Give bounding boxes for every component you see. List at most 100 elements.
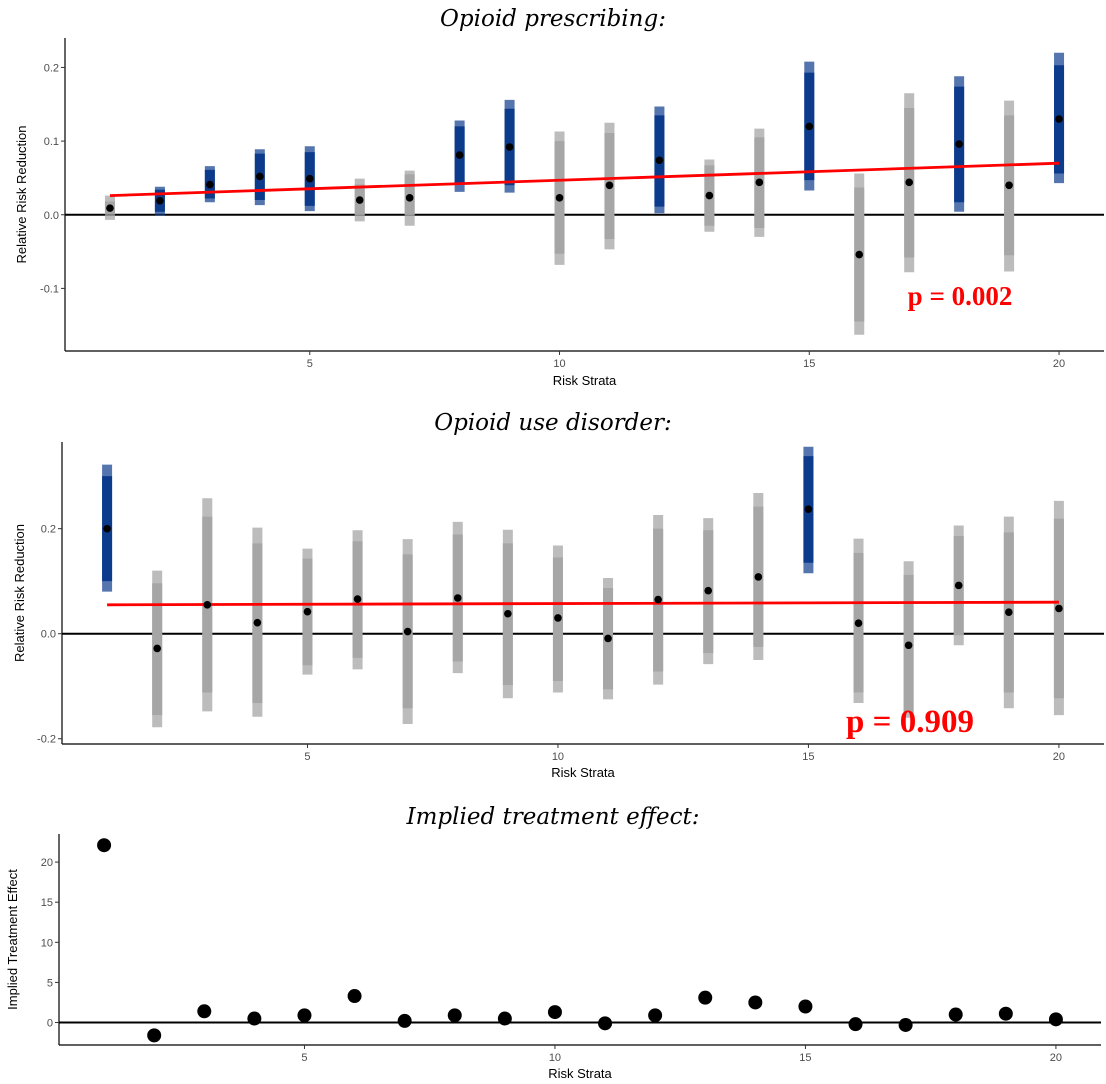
data-point	[804, 505, 813, 514]
x-axis-label: Risk Strata	[553, 373, 617, 388]
data-point	[1005, 181, 1013, 190]
data-point	[948, 1007, 963, 1022]
data-point	[954, 581, 963, 590]
data-point	[504, 609, 512, 618]
data-point	[898, 1017, 913, 1032]
data-point	[103, 524, 111, 533]
data-point	[605, 181, 614, 190]
x-tick-label: 15	[802, 751, 814, 763]
data-point	[648, 1008, 663, 1023]
data-point	[256, 172, 264, 181]
data-point	[397, 1013, 412, 1028]
panel-title-implied-treatment-effect: Implied treatment effect:	[406, 804, 700, 830]
y-tick-label: -0.2	[37, 734, 56, 746]
data-point	[704, 586, 713, 595]
data-point	[297, 1008, 312, 1023]
y-tick-label: 0.0	[41, 629, 56, 641]
y-tick-label: 0.2	[41, 524, 56, 536]
data-point	[754, 573, 763, 581]
data-point	[106, 204, 114, 212]
x-tick-label: 15	[799, 1052, 811, 1064]
data-point	[1048, 1012, 1063, 1027]
data-point	[305, 174, 314, 183]
data-point	[447, 1008, 462, 1023]
data-point	[905, 178, 913, 187]
y-tick-label: 20	[41, 857, 53, 869]
data-point	[705, 191, 714, 200]
panel-title-opioid-prescribing: Opioid prescribing:	[440, 6, 666, 32]
data-point	[347, 989, 362, 1004]
y-tick-label: -0.1	[40, 283, 59, 295]
opioid-prescribing-chart: 0.2 0.1 0.0 -0.1 5 10 15 20 Risk Strata Relative …	[14, 38, 1104, 388]
y-axis-label: Relative Risk Reduction	[12, 524, 27, 662]
y-tick-label: 10	[41, 937, 53, 949]
trend-line	[109, 161, 1060, 198]
y-tick-label: 5	[47, 977, 53, 989]
data-point	[555, 194, 564, 202]
data-point	[698, 990, 713, 1005]
data-point	[547, 1005, 562, 1020]
data-point	[303, 607, 312, 616]
data-point	[405, 194, 414, 202]
data-point	[253, 618, 262, 627]
x-axis-label: Risk Strata	[551, 765, 615, 780]
x-tick-label: 20	[1053, 358, 1065, 370]
data-point	[805, 122, 814, 131]
x-tick-label: 5	[301, 1052, 307, 1064]
p-value-annotation: p = 0.909	[846, 704, 974, 740]
panel-title-opioid-use-disorder: Opioid use disorder:	[434, 410, 672, 436]
y-tick-label: 0.1	[44, 136, 59, 148]
data-point	[848, 1017, 863, 1032]
x-tick-label: 5	[307, 358, 313, 370]
data-point	[1055, 604, 1063, 613]
data-point	[998, 1006, 1013, 1021]
p-value-annotation: p = 0.002	[908, 281, 1013, 311]
data-point	[247, 1011, 262, 1026]
data-point	[505, 143, 514, 151]
x-tick-label: 10	[552, 751, 564, 763]
data-point	[955, 140, 963, 148]
data-point	[355, 196, 364, 204]
data-point	[598, 1016, 613, 1031]
data-point	[655, 156, 664, 165]
y-tick-label: 0.2	[44, 62, 59, 74]
x-tick-label: 20	[1053, 751, 1065, 763]
x-axis-label: Risk Strata	[548, 1066, 612, 1081]
data-point	[1055, 115, 1063, 123]
data-point	[147, 1028, 162, 1043]
data-point	[798, 999, 813, 1014]
x-tick-label: 10	[549, 1052, 561, 1064]
data-point	[497, 1011, 512, 1026]
trend-line	[107, 600, 1059, 607]
data-point	[153, 644, 161, 653]
y-tick-label: 0	[47, 1018, 53, 1030]
data-point	[855, 250, 864, 259]
data-point	[604, 634, 612, 643]
data-point	[403, 627, 412, 636]
x-tick-label: 20	[1050, 1052, 1062, 1064]
data-point	[455, 151, 464, 159]
data-point	[156, 196, 164, 205]
data-point	[353, 595, 362, 603]
data-point	[453, 594, 462, 602]
data-point	[197, 1004, 212, 1019]
data-point	[206, 180, 214, 189]
opioid-use-disorder-chart: 0.2 0.0 -0.2 5 10 15 20 Risk Strata Relative Ris…	[12, 442, 1104, 780]
data-point	[854, 619, 863, 627]
y-tick-label: 0.0	[44, 210, 59, 222]
data-point	[904, 641, 913, 650]
data-point	[755, 178, 764, 187]
data-point	[554, 614, 562, 622]
y-axis-label: Relative Risk Reduction	[14, 125, 29, 263]
data-point	[748, 995, 763, 1010]
x-tick-label: 5	[304, 751, 310, 763]
data-point	[203, 601, 212, 609]
y-axis-label: Implied Treatment Effect	[5, 869, 20, 1010]
data-point	[97, 838, 112, 853]
x-tick-label: 15	[803, 358, 815, 370]
implied-treatment-effect-chart: 20 15 10 5 0 5 10 15 20 Risk Strata Implied Treatm…	[5, 834, 1101, 1081]
data-point	[1005, 608, 1013, 616]
x-tick-label: 10	[553, 358, 565, 370]
y-tick-label: 15	[41, 897, 53, 909]
data-point	[654, 595, 662, 604]
